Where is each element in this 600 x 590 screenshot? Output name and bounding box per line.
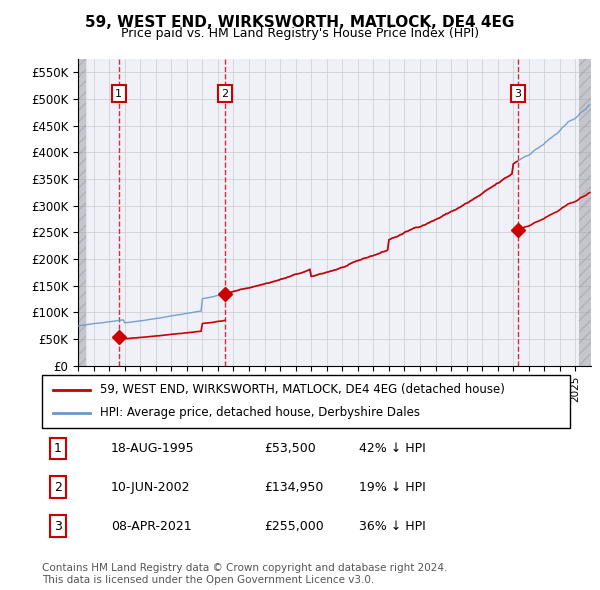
Text: 08-APR-2021: 08-APR-2021: [110, 520, 191, 533]
Text: 42% ↓ HPI: 42% ↓ HPI: [359, 442, 425, 455]
Text: 1: 1: [115, 88, 122, 99]
Text: 59, WEST END, WIRKSWORTH, MATLOCK, DE4 4EG (detached house): 59, WEST END, WIRKSWORTH, MATLOCK, DE4 4…: [100, 383, 505, 396]
Text: Contains HM Land Registry data © Crown copyright and database right 2024.
This d: Contains HM Land Registry data © Crown c…: [42, 563, 448, 585]
Text: 1: 1: [54, 442, 62, 455]
Text: 18-AUG-1995: 18-AUG-1995: [110, 442, 194, 455]
Text: 3: 3: [54, 520, 62, 533]
Text: Price paid vs. HM Land Registry's House Price Index (HPI): Price paid vs. HM Land Registry's House …: [121, 27, 479, 40]
Text: 59, WEST END, WIRKSWORTH, MATLOCK, DE4 4EG: 59, WEST END, WIRKSWORTH, MATLOCK, DE4 4…: [85, 15, 515, 30]
Text: 2: 2: [221, 88, 229, 99]
Text: 36% ↓ HPI: 36% ↓ HPI: [359, 520, 425, 533]
Text: £134,950: £134,950: [264, 481, 323, 494]
Text: HPI: Average price, detached house, Derbyshire Dales: HPI: Average price, detached house, Derb…: [100, 407, 420, 419]
Text: 19% ↓ HPI: 19% ↓ HPI: [359, 481, 425, 494]
Bar: [78, 59, 86, 366]
Text: £53,500: £53,500: [264, 442, 316, 455]
Text: £255,000: £255,000: [264, 520, 323, 533]
Text: 10-JUN-2002: 10-JUN-2002: [110, 481, 190, 494]
Text: 2: 2: [54, 481, 62, 494]
FancyBboxPatch shape: [42, 375, 570, 428]
Text: 3: 3: [514, 88, 521, 99]
Bar: [578, 59, 591, 366]
